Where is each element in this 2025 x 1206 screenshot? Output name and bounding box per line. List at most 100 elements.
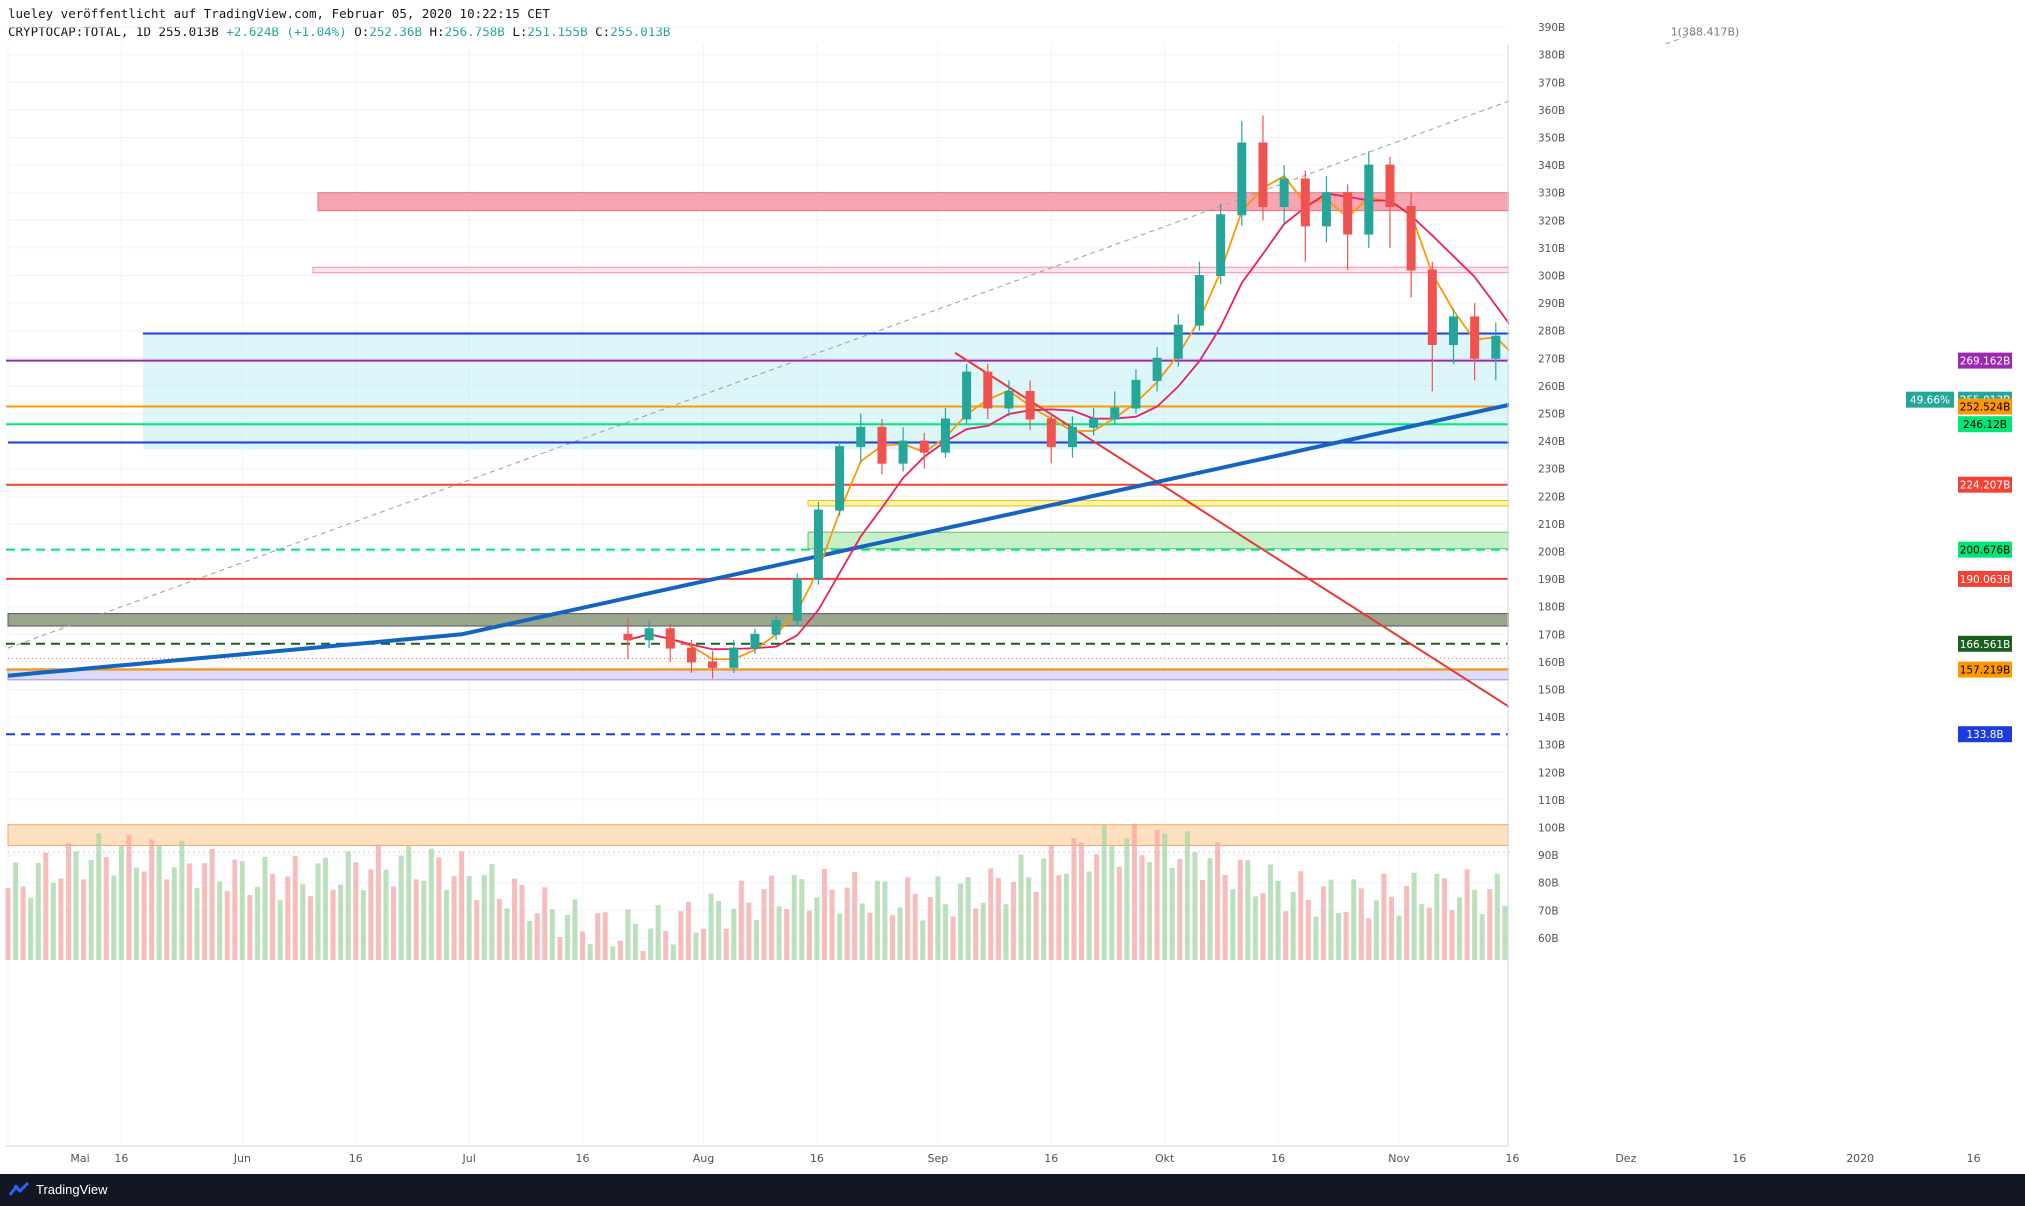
x-axis: Mai 16 Jun 16 Jul 16 Aug 16 Sep 16 Okt 16 Nov 16 Dez 16… [70,1152,1981,1165]
y-tick-label: 110B [1538,795,1565,807]
volume-bar [564,914,570,960]
candle-body [835,446,845,511]
volume-bar [859,903,865,960]
volume-bar [262,856,268,960]
candle-body [1406,206,1416,271]
volume-bar [474,900,480,960]
volume-bar [277,900,283,960]
volume-bar [617,940,623,960]
volume-bar [1358,888,1364,960]
volume-bar [1336,912,1342,960]
volume-bar [549,909,555,960]
volume-bar [103,856,109,960]
ema-200-line [7,400,2025,678]
volume-bar [73,851,79,960]
volume-bar [58,878,64,960]
x-tick-label: 16 [1967,1152,1981,1165]
volume-bar [345,851,351,960]
volume-bar [1230,889,1236,960]
level-badge-label: 190.063B [1960,574,2011,586]
volume-bar [1207,858,1213,960]
volume-bar [1033,891,1039,960]
volume-bar [1298,871,1304,960]
volume-bar [738,880,744,960]
x-tick-label: Nov [1388,1152,1410,1165]
volume-bar [648,928,654,960]
close-value: 255.013B [610,24,671,39]
y-tick-label: 210B [1538,519,1565,531]
brand-label: TradingView [36,1182,108,1197]
volume-bar [1426,907,1432,960]
volume-bar [330,889,336,960]
volume-bar [1048,845,1054,960]
volume-bar [88,859,94,960]
candle-body [729,647,739,668]
candle-body [750,633,760,649]
candle-body [1279,178,1289,207]
volume-bar [217,881,223,960]
volume-bar [761,889,767,960]
y-tick-label: 180B [1538,602,1565,614]
volume-bar [557,937,563,960]
y-tick-label: 350B [1538,133,1565,145]
volume-bar [973,908,979,960]
volume-bar [224,891,230,960]
y-tick-label: 160B [1538,657,1565,669]
candle-body [856,426,866,448]
volume-bar [1283,911,1289,960]
candle-body [898,440,908,464]
grey-zone [7,613,1597,627]
volume-bar [950,916,956,960]
volume-bar [1162,833,1168,960]
volume-bar [292,856,298,960]
volume-bar [496,899,502,960]
volume-bar [338,884,344,960]
volume-bar [1154,829,1160,960]
y-tick-label: 150B [1538,685,1565,697]
green-zone [807,531,1597,550]
volume-bar [489,864,495,960]
volume-bar [1184,831,1190,960]
volume-bar [35,862,41,960]
candle-body [1110,407,1120,420]
volume-bar [1101,825,1107,960]
candle-body [1173,324,1183,359]
volume-bar [1441,878,1447,960]
y-tick-label: 260B [1538,381,1565,393]
volume-bar [209,848,215,960]
volume-bar [995,877,1001,960]
x-tick-label: 16 [1044,1152,1058,1165]
candle-body [1089,418,1099,428]
volume-bar [1502,905,1508,960]
volume-bar [1177,858,1183,960]
y-tick-label: 390B [1538,22,1565,34]
volume-bar [1351,879,1357,960]
volume-bar [134,867,140,960]
volume-bar [837,913,843,960]
volume-bar [156,846,162,960]
y-tick-label: 240B [1538,436,1565,448]
candle-body [644,628,654,641]
level-badge-label: 157.219B [1960,665,2011,677]
x-tick-label: Jul [462,1152,476,1165]
volume-bar [1396,915,1402,960]
x-tick-label: Aug [693,1152,714,1165]
volume-bar [1026,877,1032,960]
fib-label: 1(388.417B) [1671,25,1740,38]
volume-bar [391,886,397,960]
candle-body [792,578,802,621]
volume-bar [829,889,835,960]
volume-bar [285,876,291,960]
volume-bar [890,915,896,960]
volume-bar [239,861,245,960]
x-tick-label: 16 [1271,1152,1285,1165]
volume-bar [247,894,253,960]
level-badge [1958,416,2012,433]
price-chart[interactable]: 1(388.417B)0.882(353.336B)0.786(324.796B… [0,0,2025,1174]
volume-bar [13,862,19,960]
candle-body [1025,390,1035,420]
y-tick-label: 370B [1538,77,1565,89]
volume-bar [1169,867,1175,960]
candle-body [1491,335,1501,359]
volume-bar [731,908,737,960]
